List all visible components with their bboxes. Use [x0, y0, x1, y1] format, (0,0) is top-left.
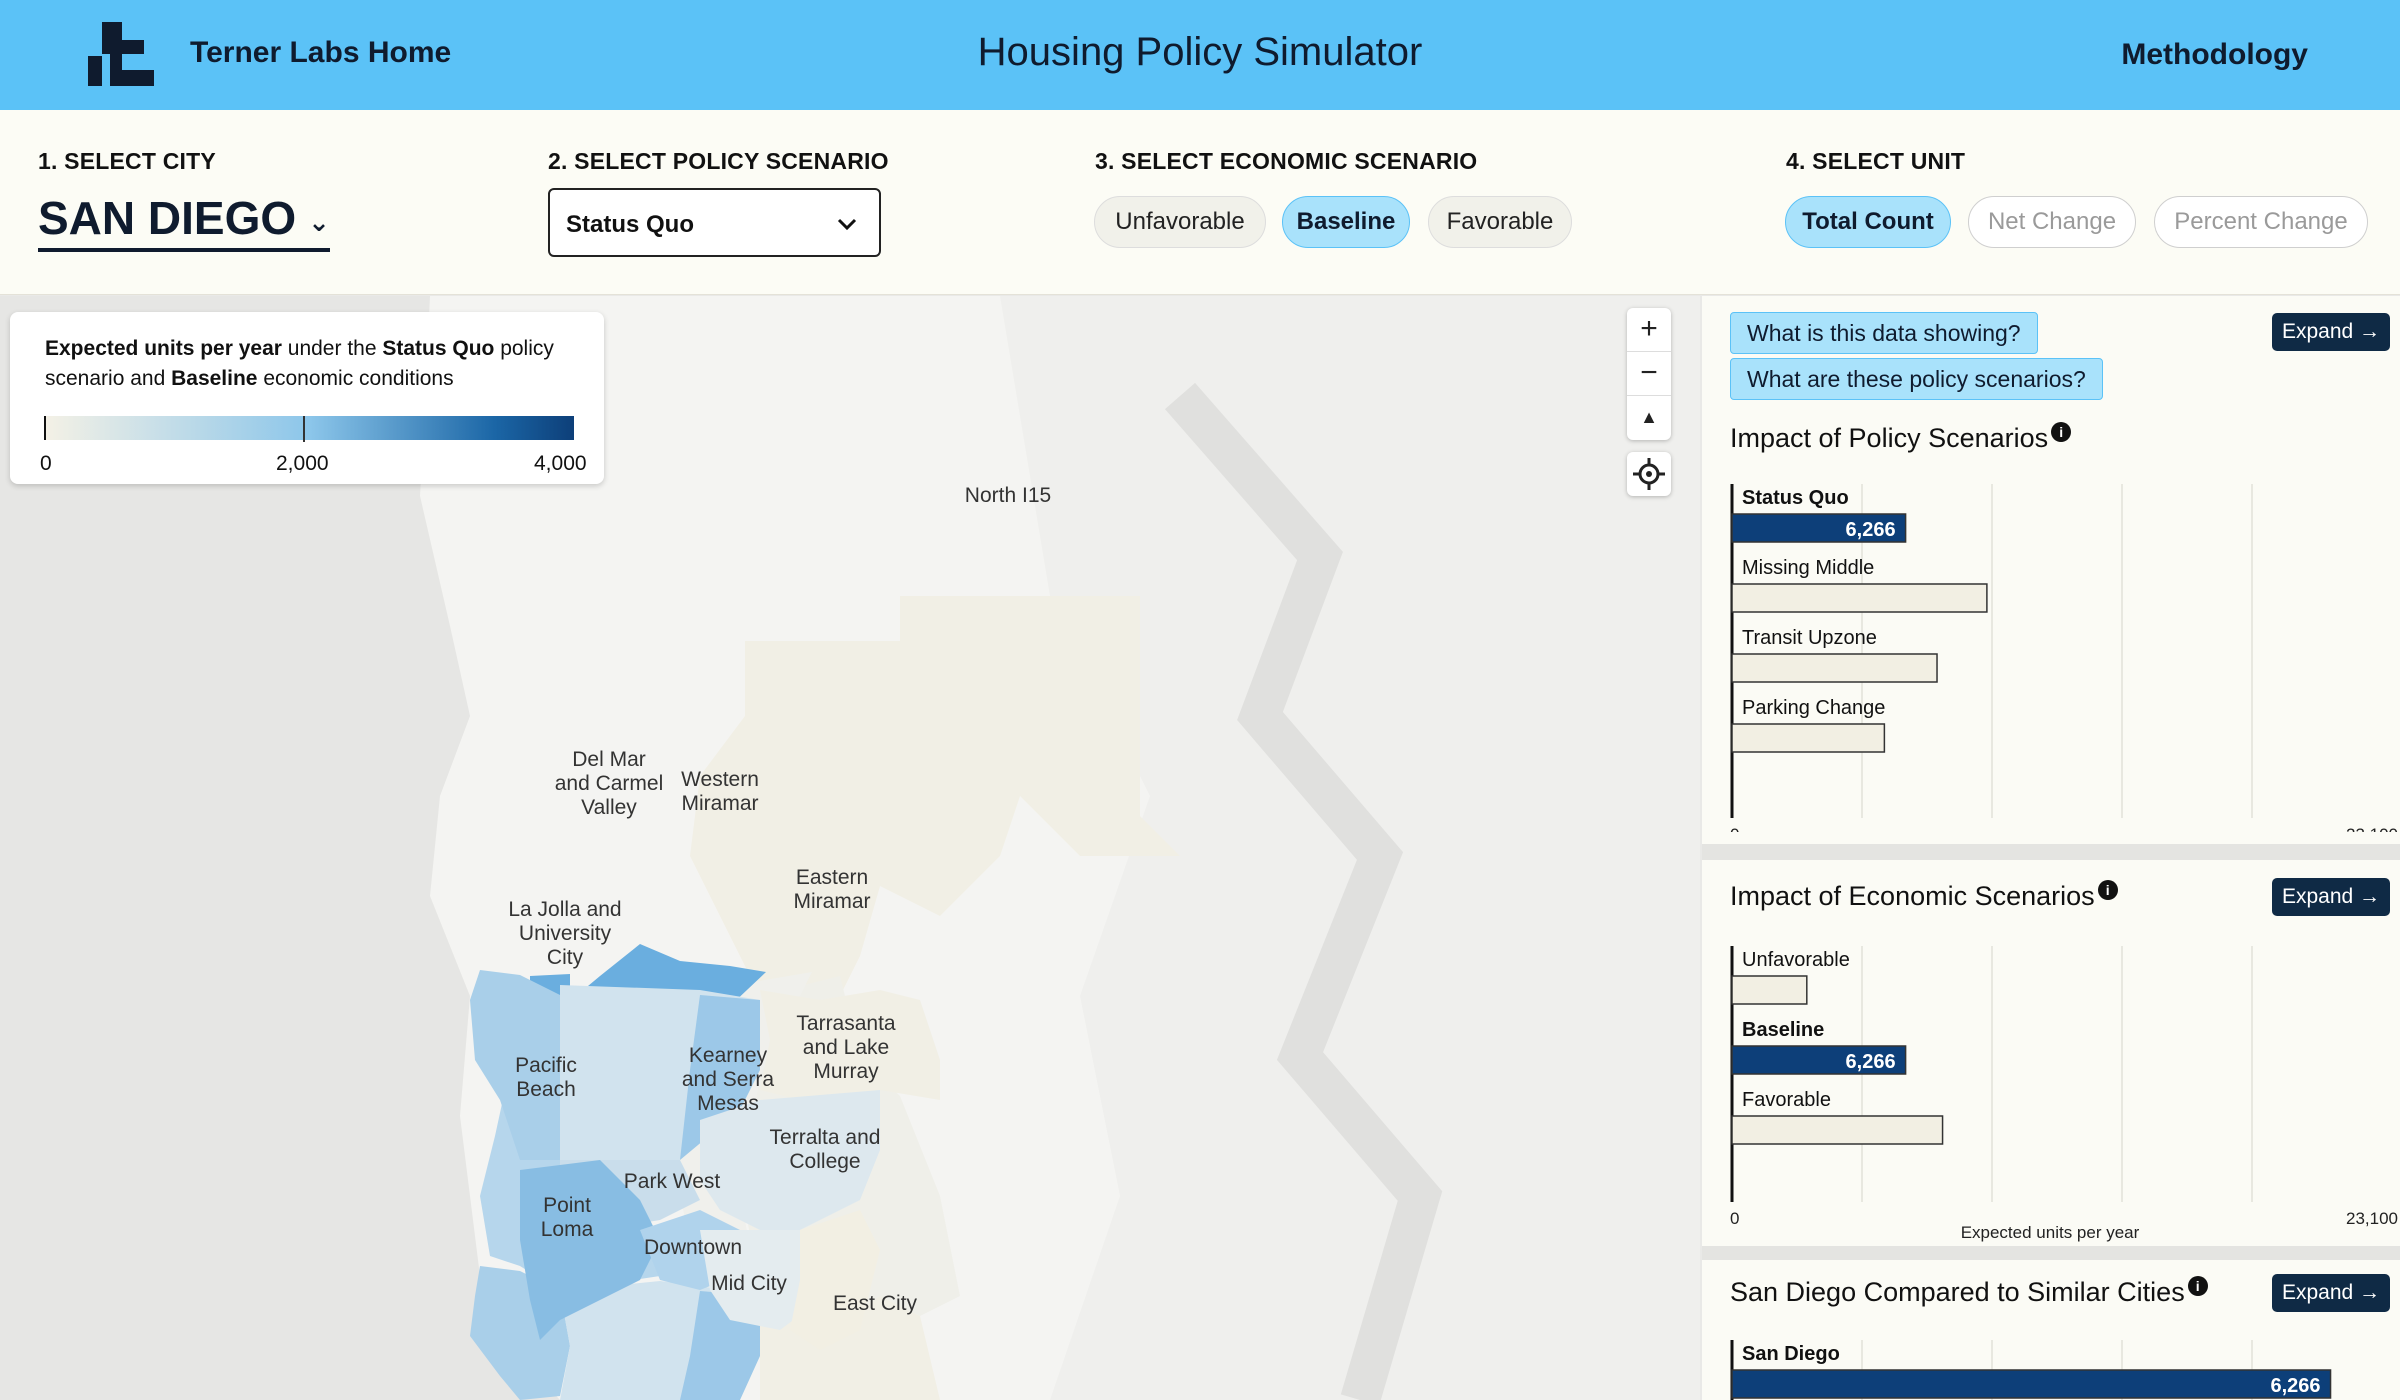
- economic-scenarios-card: Expand → Impact of Economic Scenarios i U…: [1702, 860, 2400, 1246]
- map-label-downtown: Downtown: [643, 1236, 743, 1259]
- policy-step-label: 2. SELECT POLICY SCENARIO: [548, 148, 889, 174]
- legend-tick-label: 2,000: [276, 452, 329, 475]
- choropleth-map[interactable]: North I15 Del Mar and Carmel Valley West…: [0, 296, 1700, 1400]
- bar[interactable]: [1731, 1369, 2332, 1399]
- policy-scenarios-chart: Status Quo 6,266 Missing Middle Transit Upz…: [1730, 484, 2398, 832]
- info-icon[interactable]: i: [2051, 422, 2072, 442]
- zoom-in-button[interactable]: +: [1627, 308, 1671, 352]
- top-nav-bar: Terner Labs Home Housing Policy Simulato…: [0, 0, 2400, 110]
- expand-button[interactable]: Expand →: [2272, 1274, 2390, 1312]
- home-link[interactable]: Terner Labs Home: [190, 36, 452, 69]
- city-value: SAN DIEGO: [38, 192, 297, 244]
- bar-category-label: Status Quo: [1742, 487, 1849, 509]
- legend-tick-label: 0: [40, 452, 52, 475]
- zoom-controls: + − ▲: [1627, 308, 1671, 440]
- bar-category-label: Missing Middle: [1742, 557, 1874, 579]
- bar[interactable]: [1731, 975, 1808, 1005]
- bar-value-label: 6,266: [2270, 1375, 2320, 1397]
- x-tick-label: 23,100: [2346, 825, 2398, 832]
- unit-step-label: 4. SELECT UNIT: [1786, 148, 1966, 174]
- map-label-kearney: Kearney and Serra Mesas: [681, 1044, 775, 1115]
- bar[interactable]: [1731, 1045, 1907, 1075]
- bar-category-label: Favorable: [1742, 1089, 1831, 1111]
- zoom-out-button[interactable]: −: [1627, 352, 1671, 396]
- map-label-north-i15: North I15: [964, 484, 1052, 507]
- legend-tick-label: 4,000: [534, 452, 587, 475]
- policy-scenario-select[interactable]: Status Quo: [548, 188, 881, 257]
- unit-option-net-change[interactable]: Net Change: [1968, 196, 2136, 248]
- bar-category-label: Unfavorable: [1742, 949, 1850, 971]
- card-title: Impact of Policy Scenarios i: [1730, 422, 2072, 454]
- map-legend: Expected units per year under the Status…: [10, 312, 604, 484]
- region-tarrasanta-lake-murray[interactable]: [760, 1296, 940, 1400]
- map-label-mid-city: Mid City: [711, 1272, 787, 1295]
- bar[interactable]: [1731, 1115, 1944, 1145]
- controls-bar: 1. SELECT CITY SAN DIEGO ⌄ 2. SELECT POLI…: [0, 110, 2400, 295]
- legend-tick: [303, 416, 305, 442]
- chevron-down-icon: [837, 218, 857, 231]
- economic-option-favorable[interactable]: Favorable: [1428, 196, 1572, 248]
- policy-scenario-value: Status Quo: [566, 211, 695, 238]
- expand-button[interactable]: Expand →: [2272, 878, 2390, 916]
- map-label-east-city: East City: [832, 1292, 918, 1315]
- similar-cities-chart: San Diego 6,266: [1730, 1340, 2332, 1400]
- unit-option-total-count[interactable]: Total Count: [1785, 196, 1951, 248]
- bar-category-label: Baseline: [1742, 1019, 1824, 1041]
- city-select[interactable]: SAN DIEGO ⌄: [38, 192, 330, 252]
- legend-description: Expected units per year under the Status…: [45, 337, 554, 390]
- region-north-i15[interactable]: [690, 596, 1180, 1016]
- expand-button[interactable]: Expand →: [2272, 313, 2390, 351]
- bar[interactable]: [1731, 653, 1938, 683]
- economic-step-label: 3. SELECT ECONOMIC SCENARIO: [1095, 148, 1478, 174]
- bar[interactable]: [1731, 583, 1988, 613]
- economic-scenarios-chart: Unfavorable Baseline 6,266 Favorable 0 23,100…: [1730, 946, 2398, 1242]
- city-step-label: 1. SELECT CITY: [38, 148, 216, 174]
- map-label-park-west: Park West: [623, 1170, 721, 1193]
- bar-category-label: Transit Upzone: [1742, 627, 1877, 649]
- info-button-scenarios[interactable]: What are these policy scenarios?: [1730, 358, 2103, 400]
- info-button-data[interactable]: What is this data showing?: [1730, 312, 2038, 354]
- economic-option-baseline[interactable]: Baseline: [1282, 196, 1410, 248]
- bar[interactable]: [1731, 513, 1907, 543]
- x-tick-label: 0: [1730, 1209, 1739, 1228]
- unit-option-percent-change[interactable]: Percent Change: [2154, 196, 2368, 248]
- card-title: San Diego Compared to Similar Cities i: [1730, 1276, 2208, 1308]
- info-icon[interactable]: i: [2097, 880, 2118, 900]
- map-label-la-jolla: La Jolla and University City: [508, 898, 622, 969]
- locate-crosshair-icon: [1633, 458, 1665, 490]
- similar-cities-card: Expand → San Diego Compared to Similar C…: [1702, 1260, 2400, 1400]
- card-title: Impact of Economic Scenarios i: [1730, 880, 2118, 912]
- x-axis-label: Expected units per year: [1961, 1223, 2140, 1242]
- map-label-pacific-beach: Pacific Beach: [515, 1054, 577, 1101]
- terner-logo-icon[interactable]: [88, 22, 154, 86]
- bar-category-label: San Diego: [1742, 1343, 1840, 1365]
- x-tick-label: 0: [1730, 825, 1739, 832]
- compass-reset-button[interactable]: ▲: [1640, 407, 1658, 427]
- bar-value-label: 6,266: [1846, 519, 1896, 541]
- map-south-districts: [470, 970, 940, 1350]
- policy-scenarios-card: What is this data showing? What are thes…: [1702, 296, 2400, 844]
- side-panel: What is this data showing? What are thes…: [1702, 296, 2400, 1400]
- info-icon[interactable]: i: [2187, 1276, 2208, 1296]
- bar-category-label: Parking Change: [1742, 697, 1885, 719]
- chevron-down-icon: ⌄: [308, 206, 330, 237]
- map-label-tarrasanta: Tarrasanta and Lake Murray: [796, 1012, 896, 1083]
- legend-color-scale: [44, 416, 574, 440]
- map-label-del-mar: Del Mar and Carmel Valley: [554, 748, 664, 819]
- economic-option-unfavorable[interactable]: Unfavorable: [1094, 196, 1266, 248]
- map-label-western-miramar: Western Miramar: [681, 768, 759, 815]
- geolocate-button[interactable]: [1627, 452, 1671, 496]
- bar[interactable]: [1731, 723, 1886, 753]
- x-tick-label: 23,100: [2346, 1209, 2398, 1228]
- map-label-terralta: Terralta and College: [769, 1126, 881, 1173]
- bar-value-label: 6,266: [1846, 1051, 1896, 1073]
- methodology-link[interactable]: Methodology: [2121, 38, 2308, 71]
- map-label-point-loma: Point Loma: [540, 1194, 594, 1241]
- map-label-eastern-miramar: Eastern Miramar: [793, 866, 871, 913]
